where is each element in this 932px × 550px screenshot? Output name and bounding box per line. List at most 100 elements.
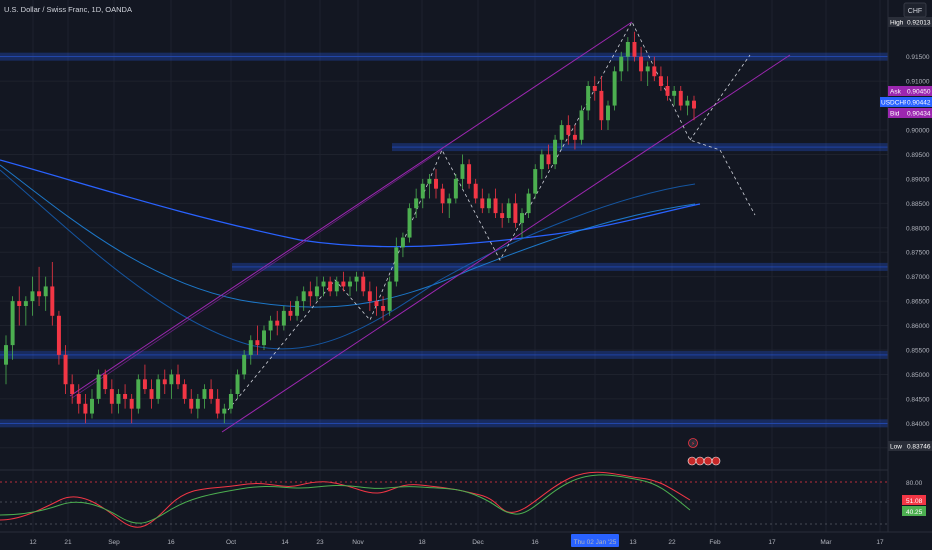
ma-short — [0, 169, 696, 350]
candle-body — [586, 86, 591, 111]
candle-body — [70, 384, 75, 394]
candle-body — [248, 340, 253, 355]
candle-body — [142, 379, 147, 390]
time-tick: 23 — [316, 539, 324, 546]
candle-body — [156, 379, 161, 399]
candle-body — [169, 374, 174, 385]
candle-body — [520, 213, 524, 223]
candle-body — [334, 281, 339, 292]
candle-body — [295, 301, 300, 316]
candle-body — [599, 90, 604, 121]
svg-text:USDCHF: USDCHF — [881, 100, 908, 107]
time-tick: Mar — [820, 539, 832, 546]
channel-upper — [69, 21, 633, 397]
candle-body — [414, 198, 419, 209]
candle-body — [513, 203, 518, 223]
candle-body — [559, 125, 564, 140]
price-label-bid: Bid 0.90434 — [888, 108, 932, 118]
candle-body — [189, 398, 194, 409]
stoch-k — [0, 471, 691, 528]
currency-button[interactable]: CHF — [903, 2, 927, 18]
candle-body — [619, 56, 624, 72]
stochastic-pane — [0, 469, 888, 528]
candle-body — [493, 198, 498, 214]
candle-body — [678, 90, 683, 106]
time-tick: Nov — [352, 539, 364, 546]
candle-body — [195, 398, 200, 409]
candle-body — [625, 42, 630, 57]
candle-body — [328, 281, 333, 292]
candle-body — [76, 394, 81, 404]
candle-body — [606, 105, 610, 121]
time-tick: 21 — [64, 539, 72, 546]
candle-body — [43, 286, 48, 297]
candle-body — [394, 247, 399, 282]
svg-text:Bid: Bid — [890, 111, 900, 118]
support-resistance-zones — [0, 52, 888, 428]
stoch-d — [0, 474, 691, 524]
candle-body — [202, 389, 207, 399]
candle-body — [645, 66, 650, 72]
candle-body — [354, 276, 359, 282]
candle-body — [672, 90, 677, 96]
candle-body — [420, 183, 425, 199]
candle-body — [453, 178, 458, 199]
candle-body — [381, 306, 386, 311]
candle-body — [361, 276, 366, 292]
zigzag-path — [227, 21, 756, 411]
candle-body — [23, 301, 28, 306]
candle-body — [400, 237, 405, 248]
time-ticks[interactable]: 12 21 Sep 16 Oct 14 23 Nov 18 Dec 16 Thu 02 Jan '25… — [29, 534, 884, 547]
candle-body — [182, 384, 187, 399]
svg-text:Low: Low — [890, 444, 902, 451]
candle-body — [268, 320, 273, 331]
stoch-d-value: 40.25 — [906, 509, 923, 516]
price-tick: 0.88000 — [906, 225, 930, 232]
time-tick: Feb — [709, 539, 721, 546]
candle-body — [176, 374, 180, 385]
candle-body — [639, 56, 644, 72]
channel-lower — [221, 54, 791, 433]
ma-mid — [0, 164, 696, 308]
candle-body — [572, 134, 577, 140]
candle-body — [301, 291, 306, 302]
candle-body — [116, 394, 121, 404]
price-label-ask: Ask 0.90450 — [888, 86, 932, 96]
price-tick: 0.90000 — [906, 128, 930, 135]
price-tick: 0.87000 — [906, 274, 930, 281]
candle-body — [136, 379, 141, 409]
candle-body — [222, 408, 227, 414]
price-tick: 0.84000 — [906, 421, 930, 428]
candle-body — [533, 169, 538, 194]
price-tick: 0.85500 — [906, 348, 930, 355]
candle-body — [434, 178, 438, 189]
candle-body — [692, 100, 696, 109]
candle-body — [56, 315, 61, 355]
event-icons[interactable]: ⚡ — [687, 438, 721, 466]
candle-body — [447, 198, 452, 204]
candle-body — [632, 42, 637, 57]
candle-body — [103, 374, 108, 390]
time-tick: 22 — [668, 539, 676, 546]
candle-body — [500, 213, 505, 218]
candle-body — [553, 139, 558, 165]
candle-body — [652, 66, 657, 77]
time-tick: 16 — [531, 539, 539, 546]
svg-text:0.90442: 0.90442 — [907, 100, 931, 107]
candle-body — [17, 301, 22, 306]
time-tick: Oct — [226, 539, 236, 546]
candle-body — [83, 403, 88, 414]
stoch-level-80: 80.00 — [906, 480, 923, 487]
candle-body — [480, 198, 485, 209]
candle-body — [566, 125, 571, 135]
candle-body — [579, 110, 584, 140]
svg-text:0.90450: 0.90450 — [907, 89, 931, 96]
candle-body — [288, 310, 293, 316]
price-tick: 0.86500 — [906, 299, 930, 306]
time-tick: 16 — [167, 539, 175, 546]
candle-body — [262, 330, 266, 346]
candle-body — [162, 379, 167, 385]
candle-body — [109, 389, 114, 404]
